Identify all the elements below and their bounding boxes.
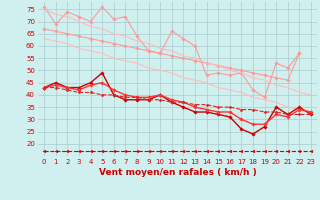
X-axis label: Vent moyen/en rafales ( km/h ): Vent moyen/en rafales ( km/h ) bbox=[99, 168, 256, 177]
